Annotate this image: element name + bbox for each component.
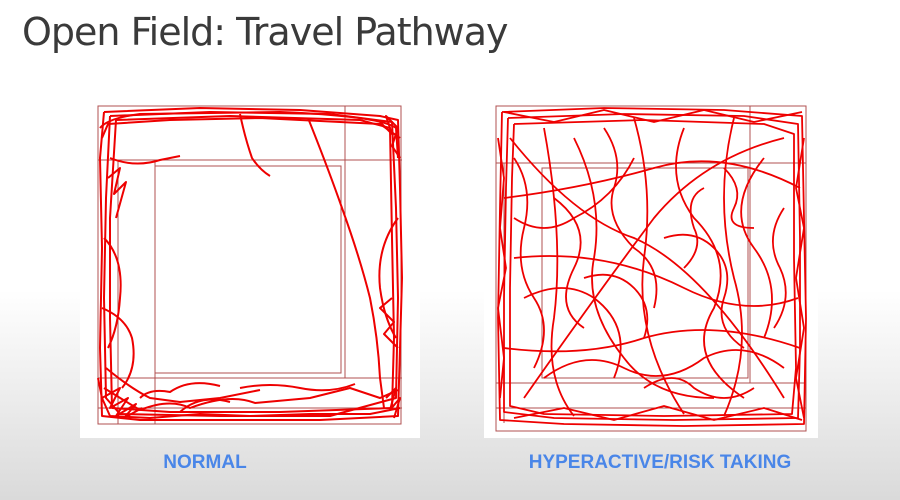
normal-travel-trace [97, 107, 403, 421]
normal-center-zone [154, 165, 342, 374]
hyperactive-outer-arena-border [495, 105, 807, 432]
normal-arena-zone-lines [97, 105, 402, 425]
slide-title: Open Field: Travel Pathway [22, 10, 509, 54]
hyperactive-travel-pathway-plot [495, 105, 807, 432]
hyperactive-caption: HYPERACTIVE/RISK TAKING [528, 452, 792, 473]
hyperactive-travel-trace [497, 107, 807, 427]
normal-caption: NORMAL [163, 452, 247, 473]
hyperactive-open-field-panel [484, 98, 818, 438]
normal-open-field-panel [80, 98, 420, 438]
hyperactive-center-zone [541, 167, 749, 379]
normal-travel-pathway-plot [97, 105, 403, 425]
